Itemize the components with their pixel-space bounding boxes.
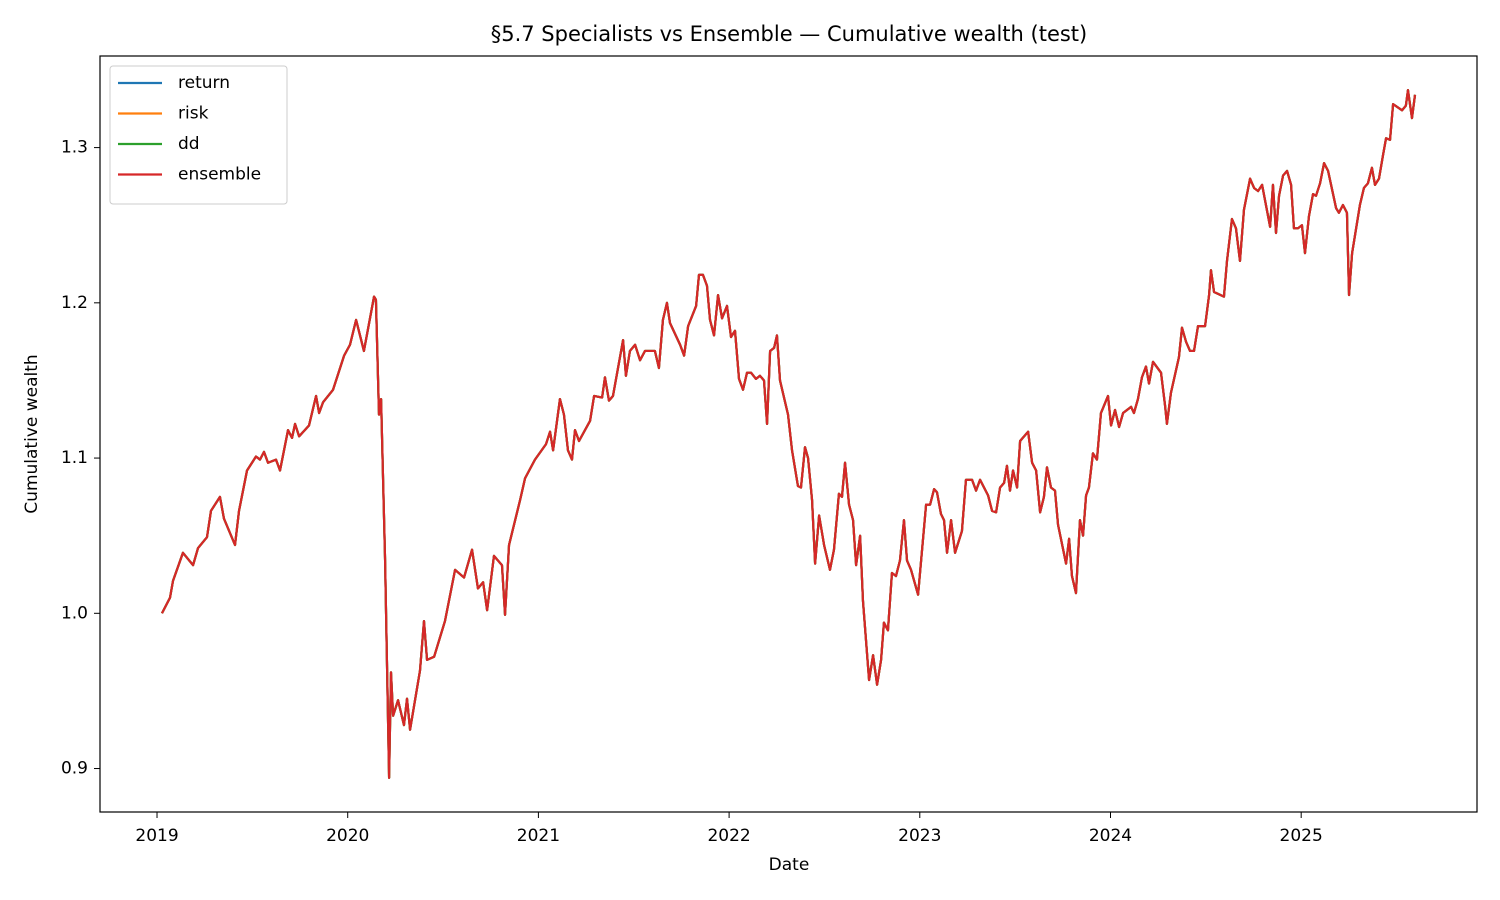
legend-label: dd xyxy=(178,134,200,154)
y-tick-label: 0.9 xyxy=(61,759,88,779)
x-tick-label: 2021 xyxy=(517,826,560,846)
x-tick-label: 2022 xyxy=(707,826,750,846)
y-axis-label: Cumulative wealth xyxy=(22,354,42,513)
x-tick-label: 2025 xyxy=(1280,826,1323,846)
y-tick-label: 1.1 xyxy=(61,448,88,468)
y-tick-label: 1.2 xyxy=(61,293,88,313)
x-tick-label: 2024 xyxy=(1089,826,1132,846)
legend-label: ensemble xyxy=(178,165,261,185)
plot-frame xyxy=(99,55,1478,813)
x-tick-label: 2019 xyxy=(135,826,178,846)
series-line xyxy=(161,89,1417,779)
y-tick-label: 1.3 xyxy=(61,138,88,158)
x-axis-label: Date xyxy=(769,855,810,875)
x-tick-label: 2020 xyxy=(326,826,369,846)
legend-label: risk xyxy=(178,104,209,124)
chart-title: §5.7 Specialists vs Ensemble — Cumulativ… xyxy=(491,22,1088,46)
legend-box xyxy=(109,65,288,205)
legend-label: return xyxy=(178,73,230,93)
y-tick-label: 1.0 xyxy=(61,603,88,623)
x-tick-label: 2023 xyxy=(898,826,941,846)
